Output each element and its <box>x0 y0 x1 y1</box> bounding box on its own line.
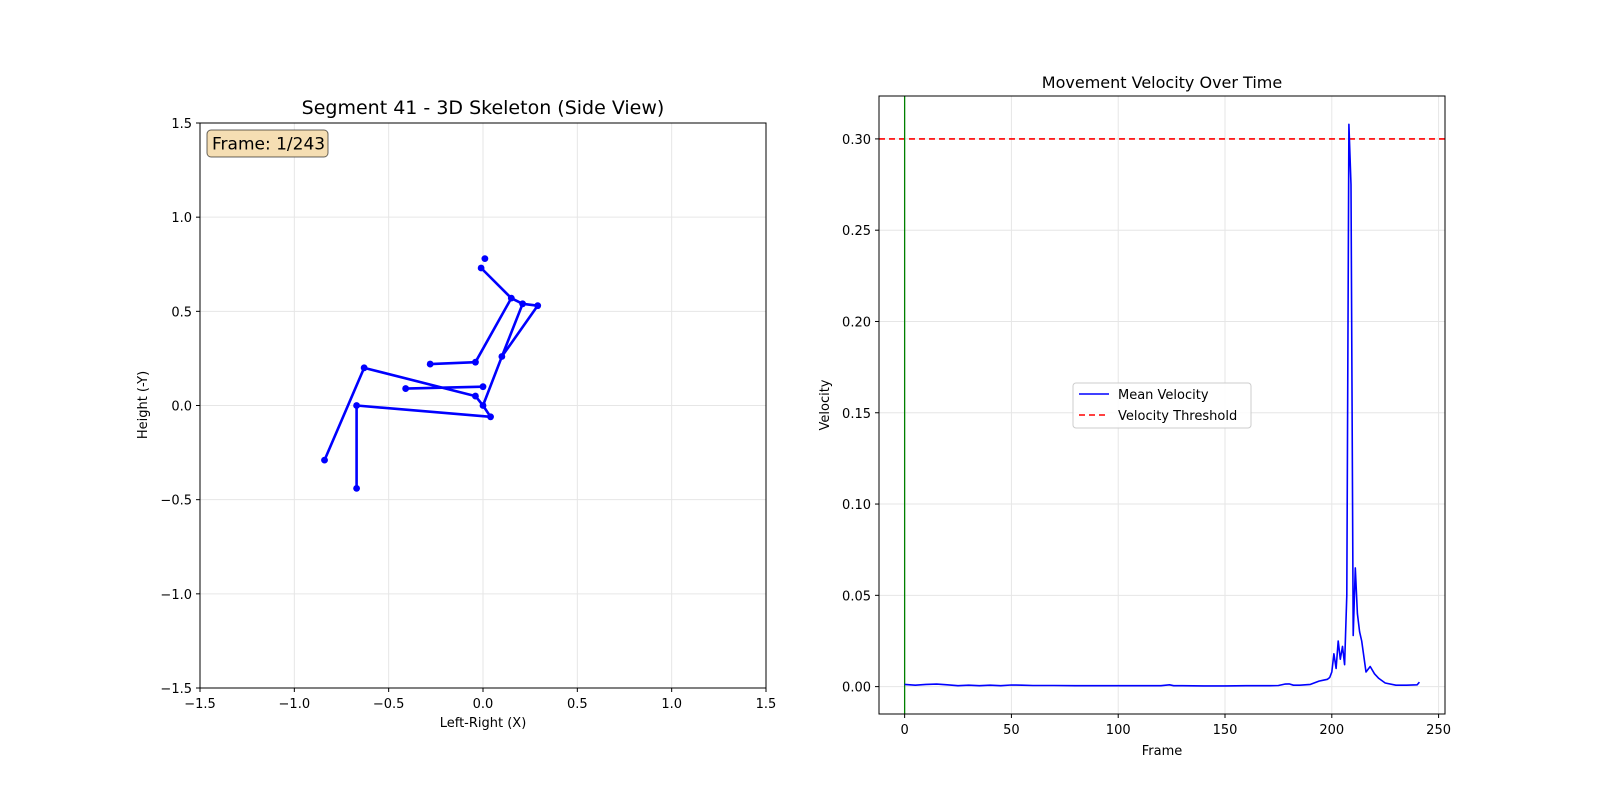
velocity-y-tick-label: 0.05 <box>842 589 871 604</box>
skeleton-bone <box>500 302 524 358</box>
skeleton-x-tick-label: 0.0 <box>473 697 494 712</box>
skeleton-joint <box>519 300 527 308</box>
skeleton-joint <box>479 402 487 409</box>
skeleton-bone <box>481 355 504 407</box>
velocity-y-tick-label: 0.15 <box>842 407 871 422</box>
skeleton-joint <box>477 264 485 272</box>
skeleton-joint <box>353 402 360 409</box>
velocity-plot-title: Movement Velocity Over Time <box>1042 73 1282 92</box>
velocity-x-tick-label: 50 <box>1003 723 1020 738</box>
velocity-y-tick-label: 0.25 <box>842 224 871 239</box>
velocity-plot-frame <box>878 95 1446 715</box>
legend-mean-velocity-label: Mean Velocity <box>1118 388 1209 403</box>
velocity-x-axis-label: Frame <box>1142 744 1183 759</box>
legend-box <box>1072 382 1252 429</box>
skeleton-joint <box>321 456 328 464</box>
skeleton-joint <box>402 385 410 392</box>
skeleton-x-tick-label: −0.5 <box>373 697 405 712</box>
velocity-x-tick-label: 0 <box>900 723 908 738</box>
velocity-y-tick-label: 0.00 <box>842 681 871 696</box>
skeleton-y-tick-label: −1.5 <box>160 682 192 697</box>
skeleton-y-axis-label: Height (-Y) <box>136 371 151 439</box>
velocity-x-tick-label: 100 <box>1106 723 1131 738</box>
skeleton-y-tick-label: −0.5 <box>160 494 192 509</box>
skeleton-plot-frame <box>199 122 767 689</box>
velocity-y-axis-label: Velocity <box>818 379 833 430</box>
skeleton-joint <box>479 383 487 391</box>
skeleton-x-axis-label: Left-Right (X) <box>440 716 527 731</box>
skeleton-joint <box>481 255 489 262</box>
skeleton-joint <box>534 302 542 310</box>
velocity-x-tick-label: 150 <box>1213 723 1238 738</box>
velocity-y-tick-label: 0.20 <box>842 315 871 330</box>
skeleton-bones <box>323 266 540 490</box>
skeleton-ticks: −1.5 −1.0 −0.5 0.0 0.5 1.0 1.5 −1.5 −1.0 −0.5 0.0 0… <box>160 117 776 712</box>
skeleton-joint <box>472 358 479 366</box>
skeleton-x-tick-label: 1.0 <box>661 697 682 712</box>
skeleton-plot: −1.5 −1.0 −0.5 0.0 0.5 1.0 1.5 −1.5 −1.0 −0.5 0.0 0… <box>136 97 776 731</box>
skeleton-x-tick-label: 0.5 <box>567 697 588 712</box>
skeleton-joint <box>426 360 434 368</box>
skeleton-joint <box>472 392 479 400</box>
skeleton-plot-title: Segment 41 - 3D Skeleton (Side View) <box>302 97 665 119</box>
velocity-y-tick-label: 0.10 <box>842 498 871 513</box>
velocity-plot: 0 50 100 150 200 250 0.00 0.05 0.10 0.15 0.20 0.25 0… <box>818 73 1451 759</box>
velocity-y-tick-label: 0.30 <box>842 133 871 148</box>
skeleton-joints <box>321 255 542 492</box>
skeleton-bone <box>474 296 513 364</box>
skeleton-x-tick-label: −1.0 <box>279 697 311 712</box>
velocity-legend: Mean Velocity Velocity Threshold <box>1072 382 1252 429</box>
skeleton-bone <box>355 404 492 419</box>
velocity-ticks: 0 50 100 150 200 250 0.00 0.05 0.10 0.15 0.20 0.25 0… <box>842 133 1451 738</box>
velocity-x-tick-label: 250 <box>1426 723 1451 738</box>
skeleton-y-tick-label: 1.5 <box>171 117 192 132</box>
skeleton-y-tick-label: 0.0 <box>171 400 192 415</box>
frame-counter-box <box>206 129 329 158</box>
skeleton-joint <box>487 413 494 421</box>
frame-counter-label: Frame: 1/243 <box>212 135 325 155</box>
skeleton-joint <box>360 364 368 372</box>
skeleton-bone <box>323 366 366 462</box>
mean-velocity-line <box>904 123 1421 687</box>
legend-threshold-label: Velocity Threshold <box>1118 409 1237 424</box>
skeleton-bone <box>479 266 513 300</box>
velocity-x-tick-label: 200 <box>1319 723 1344 738</box>
skeleton-y-tick-label: 1.0 <box>171 211 192 226</box>
skeleton-joint <box>353 484 360 492</box>
skeleton-bone <box>428 360 477 366</box>
skeleton-bone <box>500 304 540 358</box>
skeleton-joint <box>507 294 515 302</box>
skeleton-y-tick-label: 0.5 <box>171 305 192 320</box>
skeleton-x-tick-label: −1.5 <box>184 697 216 712</box>
skeleton-x-tick-label: 1.5 <box>756 697 777 712</box>
skeleton-joint <box>498 353 506 360</box>
skeleton-bone <box>362 366 477 398</box>
skeleton-y-tick-label: −1.0 <box>160 588 192 603</box>
